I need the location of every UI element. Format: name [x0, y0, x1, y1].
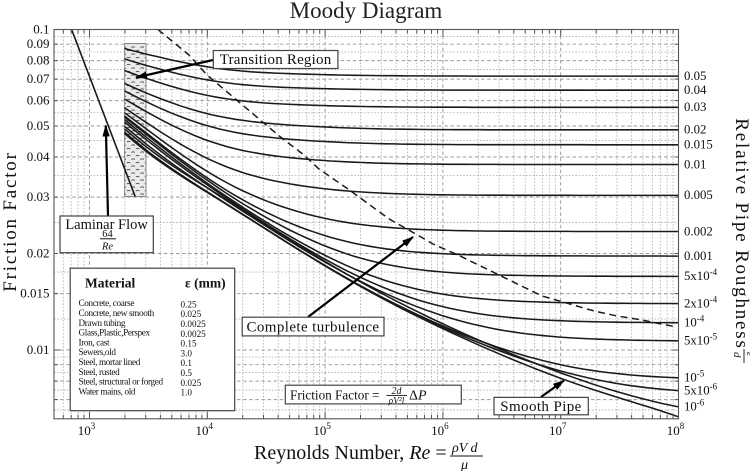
- svg-text:Transition Region: Transition Region: [220, 52, 332, 68]
- svg-text:0.07: 0.07: [27, 71, 50, 86]
- svg-text:5x10-5: 5x10-5: [684, 332, 718, 348]
- svg-text:0.015: 0.015: [20, 286, 49, 301]
- svg-text:ε: ε: [744, 352, 750, 357]
- svg-text:Iron, cast: Iron, cast: [79, 337, 110, 347]
- svg-text:0.06: 0.06: [27, 93, 50, 108]
- svg-text:3.0: 3.0: [181, 348, 193, 358]
- svg-text:64: 64: [102, 229, 113, 240]
- svg-text:0.03: 0.03: [684, 100, 706, 114]
- svg-text:0.02: 0.02: [684, 123, 706, 137]
- svg-text:0.5: 0.5: [181, 368, 193, 378]
- svg-text:0.09: 0.09: [27, 36, 50, 51]
- svg-text:0.1: 0.1: [181, 358, 193, 368]
- svg-text:2x10-4: 2x10-4: [684, 294, 718, 310]
- svg-text:0.01: 0.01: [684, 157, 706, 171]
- svg-text:ρV²l: ρV²l: [388, 396, 405, 406]
- svg-text:Friction Factor: Friction Factor: [0, 151, 21, 291]
- svg-text:Material: Material: [85, 276, 135, 291]
- svg-text:0.04: 0.04: [27, 149, 50, 164]
- svg-text:5x10-4: 5x10-4: [684, 267, 718, 283]
- svg-text:0.05: 0.05: [27, 118, 50, 133]
- svg-text:Water mains, old: Water mains, old: [79, 386, 136, 396]
- svg-text:Moody Diagram: Moody Diagram: [290, 0, 443, 23]
- svg-text:d: d: [731, 352, 743, 358]
- svg-text:Concrete, new smooth: Concrete, new smooth: [79, 308, 155, 318]
- svg-text:1.0: 1.0: [181, 388, 193, 398]
- svg-text:ρV d: ρV d: [451, 441, 479, 456]
- svg-text:ε (mm): ε (mm): [185, 276, 226, 291]
- svg-text:Complete turbulence: Complete turbulence: [247, 320, 380, 336]
- svg-text:0.025: 0.025: [181, 378, 202, 388]
- svg-text:0.0025: 0.0025: [181, 319, 207, 329]
- svg-text:Laminar Flow: Laminar Flow: [65, 217, 148, 233]
- svg-text:μ: μ: [460, 458, 468, 471]
- svg-text:5x10-6: 5x10-6: [684, 381, 718, 397]
- svg-text:0.02: 0.02: [27, 246, 50, 261]
- svg-text:0.1: 0.1: [33, 22, 49, 37]
- svg-text:ΔP: ΔP: [409, 389, 427, 404]
- svg-text:0.03: 0.03: [27, 189, 50, 204]
- svg-text:Steel, rusted: Steel, rusted: [79, 367, 121, 377]
- svg-text:0.01: 0.01: [27, 342, 50, 357]
- svg-text:Reynolds Number, Re =: Reynolds Number, Re =: [254, 442, 447, 464]
- svg-text:2d: 2d: [392, 386, 403, 397]
- svg-text:Re: Re: [101, 242, 113, 253]
- svg-text:Drawn tubing: Drawn tubing: [79, 318, 126, 328]
- svg-text:Steel, mortar lined: Steel, mortar lined: [79, 357, 141, 367]
- svg-text:0.001: 0.001: [684, 249, 713, 263]
- svg-text:0.25: 0.25: [181, 299, 197, 309]
- svg-text:0.002: 0.002: [684, 224, 713, 238]
- svg-text:Relative Pipe Roughness: Relative Pipe Roughness: [731, 118, 750, 349]
- svg-text:0.025: 0.025: [181, 309, 202, 319]
- svg-text:0.04: 0.04: [684, 83, 707, 97]
- svg-text:0.015: 0.015: [684, 138, 713, 152]
- svg-text:Smooth Pipe: Smooth Pipe: [500, 399, 582, 415]
- svg-text:Sewers,old: Sewers,old: [79, 347, 117, 357]
- svg-text:0.08: 0.08: [27, 53, 50, 68]
- svg-text:0.15: 0.15: [181, 339, 197, 349]
- svg-text:Concrete, coarse: Concrete, coarse: [79, 298, 135, 308]
- svg-text:0.005: 0.005: [684, 188, 713, 202]
- svg-text:Steel, structural or forged: Steel, structural or forged: [79, 377, 164, 387]
- svg-text:0.0025: 0.0025: [181, 329, 207, 339]
- svg-text:Friction Factor =: Friction Factor =: [290, 388, 379, 403]
- svg-text:Glass,Plastic,Perspex: Glass,Plastic,Perspex: [79, 328, 151, 338]
- svg-text:0.05: 0.05: [684, 69, 706, 83]
